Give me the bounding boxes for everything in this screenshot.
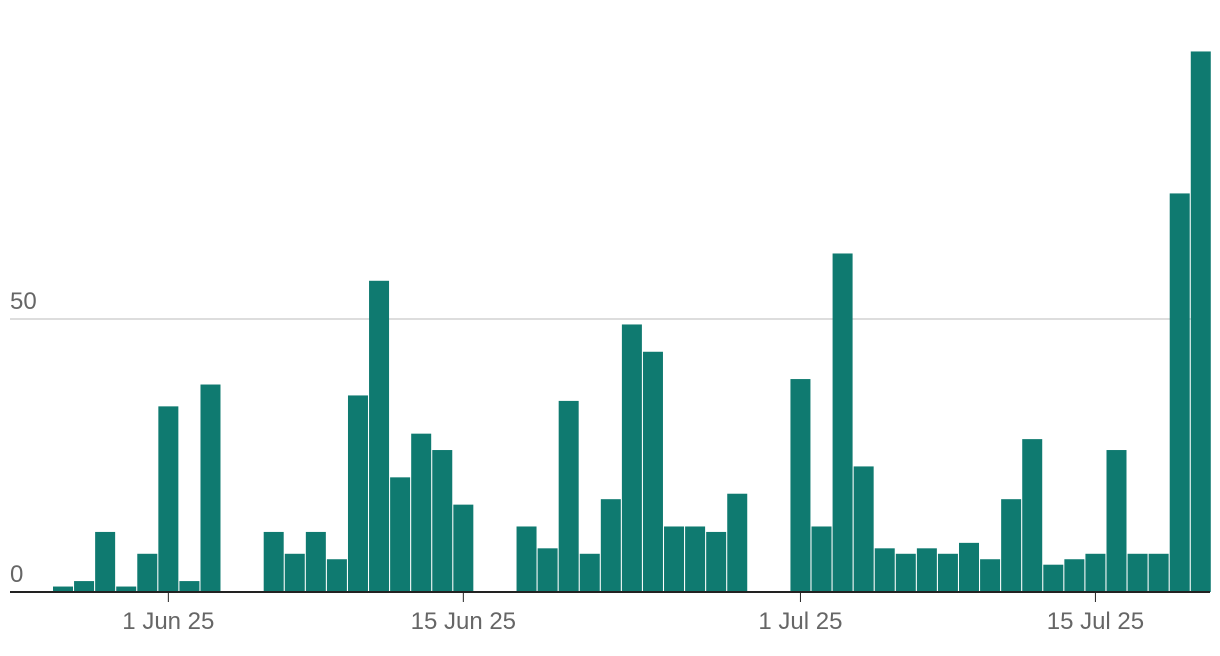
bar (116, 586, 137, 592)
bar (74, 581, 95, 592)
bar (664, 526, 685, 592)
bar (305, 531, 326, 592)
bar (642, 351, 663, 592)
bar (1148, 553, 1169, 592)
bar (1190, 51, 1211, 592)
bar (158, 406, 179, 592)
x-tick-label: 1 Jul 25 (758, 608, 842, 635)
bar (95, 531, 116, 592)
bar (916, 548, 937, 592)
bar (411, 433, 432, 592)
bar (811, 526, 832, 592)
bar (200, 384, 221, 592)
bar (179, 581, 200, 592)
bar (600, 499, 621, 592)
bar (390, 477, 411, 592)
bar (959, 542, 980, 592)
bar (832, 253, 853, 593)
x-tick-label: 15 Jun 25 (411, 608, 516, 635)
bar (558, 400, 579, 592)
bar (980, 559, 1001, 592)
bar (853, 466, 874, 592)
bar (937, 553, 958, 592)
bar (579, 553, 600, 592)
bar (137, 553, 158, 592)
x-tick-label: 15 Jul 25 (1047, 608, 1144, 635)
y-tick-label: 50 (10, 288, 37, 315)
bar (1127, 553, 1148, 592)
bar (1106, 450, 1127, 592)
bar (1169, 193, 1190, 593)
x-tick-label: 1 Jun 25 (122, 608, 214, 635)
bar (516, 526, 537, 592)
bar (874, 548, 895, 592)
bar (685, 526, 706, 592)
bar (1085, 553, 1106, 592)
bar (621, 324, 642, 592)
bar (347, 395, 368, 592)
bar (284, 553, 305, 592)
bar (706, 531, 727, 592)
bar (895, 553, 916, 592)
bar (790, 379, 811, 592)
bar (453, 504, 474, 592)
bar (1022, 439, 1043, 592)
bar (537, 548, 558, 592)
bar (369, 280, 390, 592)
bar (1064, 559, 1085, 592)
bar (53, 586, 73, 592)
bar (1001, 499, 1022, 592)
bar (263, 531, 284, 592)
bar (727, 493, 748, 592)
bar (432, 450, 453, 592)
bar (1043, 564, 1064, 592)
y-tick-label: 0 (10, 561, 23, 588)
bar (326, 559, 347, 592)
